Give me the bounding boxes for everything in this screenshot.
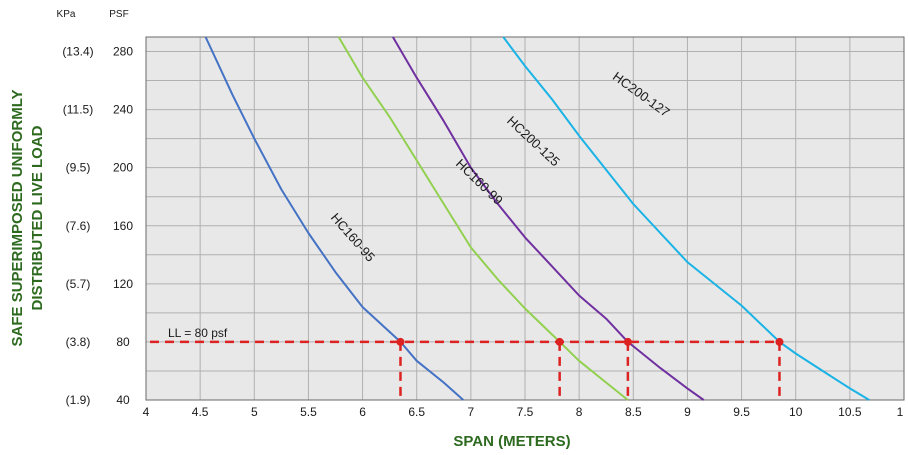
y-tick-psf-label: 200 bbox=[113, 161, 133, 175]
series-line-hc160-95 bbox=[204, 36, 464, 401]
x-tick-label: 1 bbox=[897, 405, 904, 419]
x-tick-label: 4.5 bbox=[192, 405, 209, 419]
x-tick-label: 5.5 bbox=[300, 405, 317, 419]
x-tick-label: 4 bbox=[143, 405, 150, 419]
y-tick-psf-label: 160 bbox=[113, 219, 133, 233]
y-tick-kpa-label: (9.5) bbox=[66, 161, 91, 175]
plot-frame bbox=[145, 36, 905, 401]
y-axis-title-line-1: SAFE SUPERIMPOSED UNIFORMLY bbox=[9, 90, 26, 347]
series-line-hc200-127 bbox=[502, 36, 870, 401]
x-tick-label: 10.5 bbox=[838, 405, 862, 419]
y-tick-kpa-label: (13.4) bbox=[62, 45, 93, 59]
x-tick-label: 8.5 bbox=[625, 405, 642, 419]
y-tick-psf-label: 80 bbox=[116, 335, 130, 349]
y-tick-psf-label: 40 bbox=[116, 393, 130, 407]
x-tick-label: 9 bbox=[684, 405, 691, 419]
y-tick-psf-label: 120 bbox=[113, 277, 133, 291]
series-line-hc160-99 bbox=[337, 36, 629, 401]
x-tick-label: 7 bbox=[468, 405, 475, 419]
y-tick-kpa-label: (5.7) bbox=[66, 277, 91, 291]
intersection-point bbox=[775, 337, 784, 346]
x-tick-label: 6 bbox=[359, 405, 366, 419]
y-tick-psf-label: 280 bbox=[113, 45, 133, 59]
x-tick-label: 5 bbox=[251, 405, 258, 419]
reference-line-group: LL = 80 psf bbox=[150, 326, 784, 400]
intersection-point bbox=[623, 337, 632, 346]
y-tick-kpa-label: (11.5) bbox=[63, 103, 93, 117]
intersection-point bbox=[555, 337, 564, 346]
axis-ticks: 4 4.5 5 5.5 6 6.5 7 7.5 8 8.5 9 9.5 10 10.5 1 280 (13.4)… bbox=[62, 45, 903, 419]
x-tick-label: 8 bbox=[576, 405, 583, 419]
x-tick-label: 10 bbox=[789, 405, 803, 419]
y-tick-kpa-label: (7.6) bbox=[66, 219, 91, 233]
x-tick-label: 6.5 bbox=[408, 405, 425, 419]
intersection-point bbox=[396, 337, 405, 346]
y-tick-kpa-label: (3.8) bbox=[66, 335, 91, 349]
reference-line-label: LL = 80 psf bbox=[168, 326, 228, 340]
series-lines bbox=[204, 36, 870, 401]
y-tick-psf-label: 240 bbox=[113, 103, 133, 117]
x-axis-title: SPAN (METERS) bbox=[453, 433, 570, 450]
kpa-header: KPa bbox=[57, 9, 76, 20]
y-axis-title-line-2: DISTRIBUTED LIVE LOAD bbox=[29, 125, 46, 310]
x-tick-label: 9.5 bbox=[733, 405, 750, 419]
series-line-hc200-125 bbox=[392, 36, 705, 401]
x-tick-label: 7.5 bbox=[517, 405, 534, 419]
psf-header: PSF bbox=[109, 9, 128, 20]
y-tick-kpa-label: (1.9) bbox=[66, 393, 91, 407]
